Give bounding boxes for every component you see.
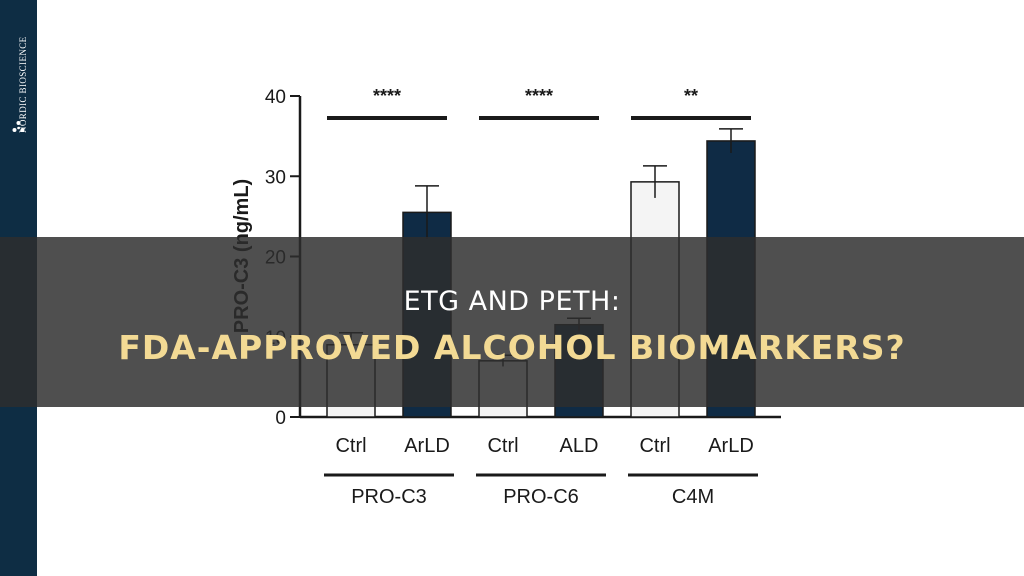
group-label: C4M [672, 486, 714, 508]
group-label: PRO-C3 [351, 486, 427, 508]
banner-title-line-2: FDA-APPROVED ALCOHOL BIOMARKERS? [118, 328, 906, 367]
group-label: PRO-C6 [503, 486, 579, 508]
x-tick-label: ALD [560, 435, 599, 457]
x-tick-label: Ctrl [487, 435, 518, 457]
y-tick-label: 40 [265, 87, 286, 108]
x-tick-label: Ctrl [639, 435, 670, 457]
title-banner [0, 237, 1024, 407]
significance-label: **** [525, 86, 553, 106]
x-tick-label: ArLD [404, 435, 450, 457]
nordic-bioscience-logo-icon [12, 121, 25, 132]
y-tick-label: 30 [265, 167, 286, 188]
x-tick-label: Ctrl [335, 435, 366, 457]
significance-label: **** [373, 86, 401, 106]
significance-label: ** [684, 86, 698, 106]
banner-title-line-1: ETG AND PETH: [403, 286, 621, 317]
y-tick-label: 0 [275, 408, 286, 429]
x-tick-label: ArLD [708, 435, 754, 457]
